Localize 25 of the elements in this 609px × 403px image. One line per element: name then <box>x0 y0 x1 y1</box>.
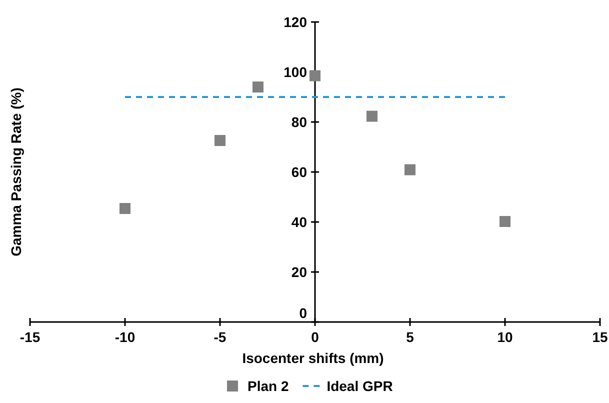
x-tick-label: -15 <box>20 329 40 345</box>
point <box>310 70 320 82</box>
point <box>120 203 130 214</box>
x-tick-label: -10 <box>114 329 136 345</box>
x-tick-label: 5 <box>406 329 414 345</box>
x-tick-label: 10 <box>497 329 513 345</box>
point <box>500 216 510 227</box>
point <box>366 110 378 122</box>
legend-label: Plan 2 <box>248 378 289 394</box>
y-tick-label: 20 <box>291 264 308 280</box>
legend-label: Ideal GPR <box>326 378 393 394</box>
y-tick-label: 60 <box>291 164 308 180</box>
y-tick-label: 100 <box>284 64 308 80</box>
x-axis-title: Isocenter shifts (mm) <box>242 350 384 366</box>
y-tick-label: 40 <box>291 214 308 230</box>
x-tick-label: 15 <box>592 329 608 345</box>
y-tick-label: 0 <box>299 305 308 321</box>
point <box>214 135 226 146</box>
y-axis-title: Gamma Passing Rate (%) <box>8 88 24 256</box>
point <box>252 82 264 92</box>
y-tick-label: 80 <box>291 114 308 130</box>
point <box>404 164 416 176</box>
x-tick-label: -5 <box>214 329 226 345</box>
y-tick-label: 120 <box>284 14 308 30</box>
x-tick-label: 0 <box>311 329 320 345</box>
